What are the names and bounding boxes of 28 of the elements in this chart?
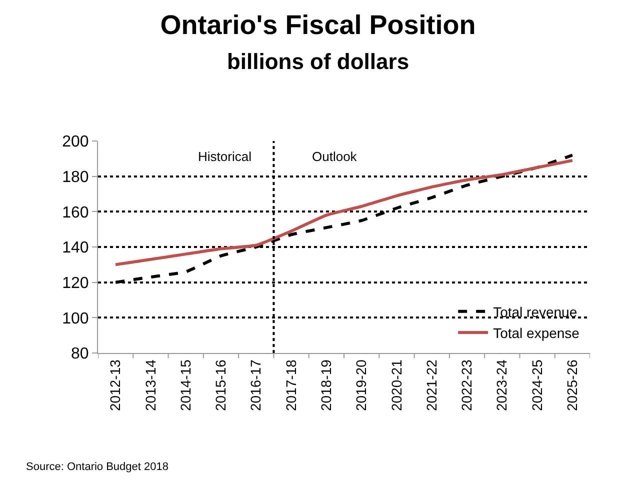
y-tick-label: 180 [62, 168, 89, 186]
x-tick-label: 2014-15 [177, 359, 194, 411]
annotation: Outlook [312, 149, 358, 164]
x-tick-label: 2024-25 [528, 359, 545, 411]
x-tick-label: 2020-21 [388, 359, 404, 411]
y-tick-label: 100 [62, 310, 89, 328]
annotation: Historical [198, 149, 252, 164]
legend-label: Total revenue [493, 304, 578, 320]
x-tick-label: 2018-19 [318, 359, 334, 411]
y-tick-label: 160 [62, 204, 89, 222]
x-tick-label: 2025-26 [564, 359, 580, 411]
x-tick-label: 2016-17 [248, 359, 264, 411]
x-tick-label: 2019-20 [353, 359, 370, 411]
x-tick-label: 2022-23 [458, 359, 475, 411]
x-tick-label: 2023-24 [494, 359, 510, 411]
x-tick-label: 2021-22 [423, 359, 440, 411]
x-tick-label: 2012-13 [107, 359, 124, 411]
x-tick-label: 2013-14 [142, 359, 158, 411]
source-note: Source: Ontario Budget 2018 [26, 461, 168, 473]
y-tick-label: 80 [71, 346, 89, 363]
chart-title: Ontario's Fiscal Position [160, 10, 476, 40]
y-tick-label: 200 [62, 134, 89, 151]
x-tick-label: 2017-18 [282, 359, 299, 411]
legend-label: Total expense [493, 325, 580, 342]
x-tick-label: 2015-16 [212, 359, 229, 411]
y-tick-label: 140 [62, 240, 89, 257]
chart-subtitle: billions of dollars [226, 49, 410, 74]
y-tick-label: 120 [62, 274, 89, 292]
